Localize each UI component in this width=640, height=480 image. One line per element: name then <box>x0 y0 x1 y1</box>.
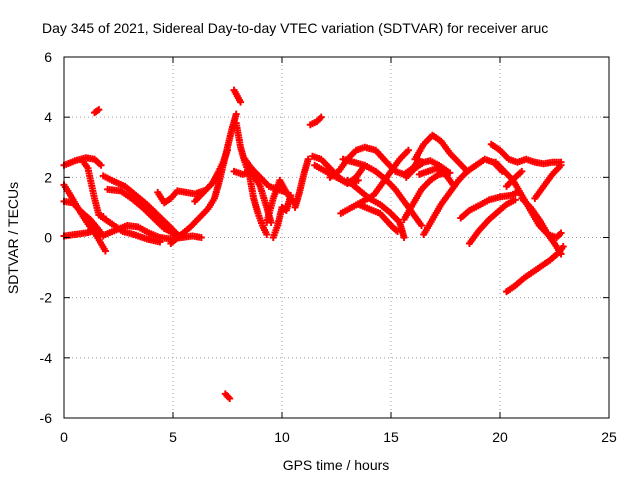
track-12-point <box>232 110 240 118</box>
track-28-point <box>400 234 408 241</box>
y-tick-label: -2 <box>40 290 53 306</box>
track-17-point <box>263 230 271 238</box>
track-4-point <box>88 227 96 235</box>
x-axis-title: GPS time / hours <box>283 457 390 473</box>
track-13-point <box>224 146 231 154</box>
track-21-point <box>304 155 312 163</box>
y-tick-label: -6 <box>40 410 53 426</box>
track-41-point <box>557 250 565 258</box>
track-26-point <box>404 146 412 154</box>
x-tick-label: 15 <box>383 429 399 445</box>
x-tick-label: 20 <box>492 429 508 445</box>
axis-ticks-layer <box>63 56 610 419</box>
track-24-point <box>354 176 362 184</box>
track-2-point <box>101 247 109 255</box>
track-27-point <box>418 221 426 229</box>
x-tick-labels: 0 5 10 15 20 25 <box>60 429 617 445</box>
track-1-point <box>97 161 105 169</box>
y-tick-label: 0 <box>44 230 52 246</box>
x-tick-label: 0 <box>60 429 68 445</box>
track-15-point <box>237 98 245 106</box>
data-points-layer <box>60 86 567 402</box>
chart-title: Day 345 of 2021, Sidereal Day-to-day VTE… <box>42 20 548 36</box>
track-36-point <box>511 196 519 204</box>
y-axis-title: SDTVAR / TECUs <box>5 182 21 294</box>
track-14-point <box>226 394 234 402</box>
x-tick-label: 25 <box>601 429 617 445</box>
track-6-point <box>95 106 103 114</box>
track-40-point <box>559 243 567 251</box>
y-tick-label: 2 <box>44 169 52 185</box>
y-tick-label: 6 <box>44 49 52 65</box>
track-42-point <box>557 161 565 169</box>
track-22-point <box>317 113 325 121</box>
track-9-point <box>197 234 205 241</box>
track-39-point <box>518 167 526 175</box>
track-38-point <box>557 229 565 237</box>
x-tick-label: 10 <box>274 429 290 445</box>
x-tick-label: 5 <box>169 429 177 445</box>
track-20-point <box>287 191 295 199</box>
track-29-point <box>394 227 402 235</box>
y-tick-label: -4 <box>40 350 53 366</box>
y-tick-label: 4 <box>44 109 52 125</box>
y-tick-labels: -6 -4 -2 0 2 4 6 <box>40 49 53 426</box>
